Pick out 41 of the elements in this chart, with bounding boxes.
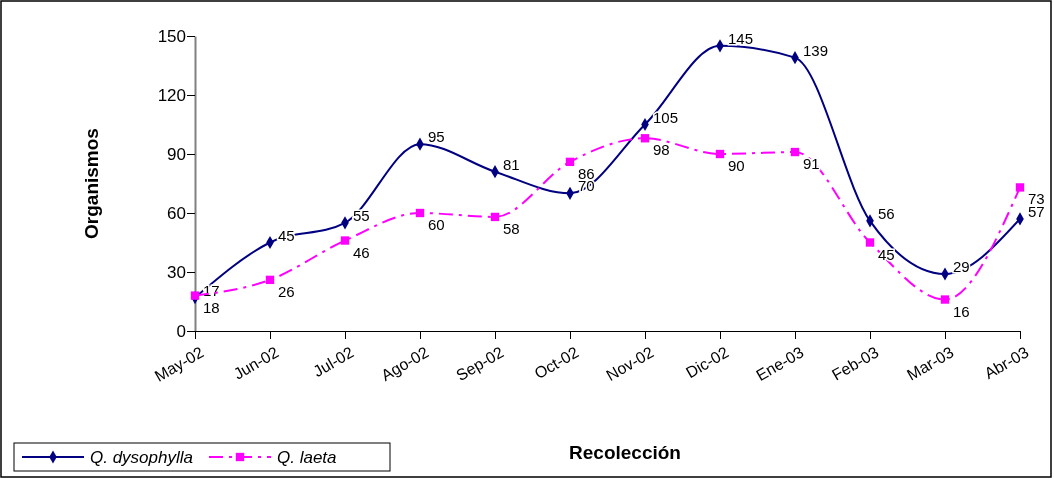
point (940, 295, 950, 304)
data-label: 86 (578, 164, 595, 182)
y-axis-title: Organismos (81, 128, 102, 239)
y-tick-label: 60 (167, 203, 186, 223)
y-tick-label: 30 (167, 262, 186, 282)
point (415, 208, 425, 218)
data-label: 46 (353, 243, 370, 261)
data-label: 145 (728, 29, 754, 47)
data-label: 26 (278, 282, 295, 300)
legend-label: Q. laeta (277, 448, 337, 467)
point (565, 157, 575, 167)
point (190, 291, 200, 300)
point (640, 134, 650, 143)
point (865, 238, 875, 247)
data-label: 18 (203, 298, 220, 316)
data-label: 90 (728, 157, 745, 174)
data-label: 105 (653, 108, 679, 126)
point (790, 147, 800, 157)
data-label: 91 (803, 155, 820, 173)
data-label: 95 (428, 128, 445, 146)
x-axis-title: Recolección (569, 442, 681, 463)
data-label: 58 (503, 219, 520, 237)
point (490, 212, 500, 222)
data-label: 139 (803, 41, 829, 59)
data-label: 55 (353, 206, 370, 224)
data-label: 73 (1028, 190, 1045, 208)
data-label: 98 (653, 141, 670, 159)
legend-label: Q. dysophylla (90, 448, 193, 467)
point (265, 275, 275, 285)
y-tick-label: 90 (167, 144, 186, 164)
y-tick-label: 0 (176, 321, 186, 341)
data-label: 60 (428, 216, 445, 233)
y-tick-label: 150 (157, 26, 186, 46)
point (715, 149, 725, 159)
data-label: 16 (953, 302, 970, 320)
data-label: 45 (878, 245, 895, 263)
point (1015, 183, 1025, 192)
data-label: 56 (878, 204, 895, 222)
y-tick-label: 120 (157, 85, 186, 105)
data-label: 81 (503, 155, 520, 173)
point (340, 236, 350, 245)
